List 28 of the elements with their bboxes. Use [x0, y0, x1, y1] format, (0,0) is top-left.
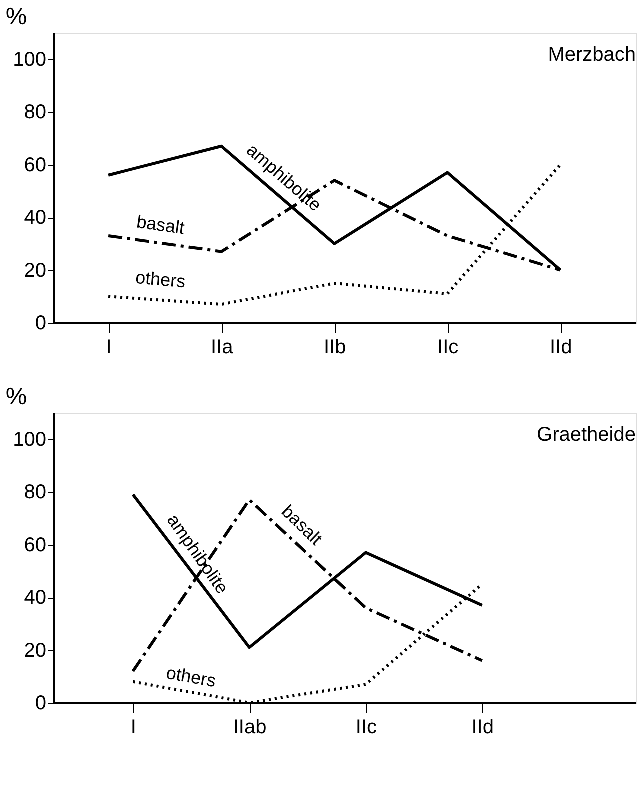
y-tick-label: 20 — [24, 260, 46, 282]
y-axis-title: % — [6, 4, 28, 30]
y-tick-label: 80 — [24, 102, 46, 124]
y-tick-label: 40 — [24, 587, 46, 610]
y-tick-label: 60 — [24, 534, 46, 556]
y-tick-label: 20 — [24, 640, 46, 662]
x-tick-label: IIc — [356, 716, 378, 738]
y-tick-label: 100 — [13, 48, 46, 71]
y-tick-label: 40 — [24, 207, 46, 230]
y-tick-label: 0 — [35, 312, 46, 334]
x-tick-label: IId — [472, 716, 494, 738]
x-tick-label: IId — [550, 336, 572, 358]
x-tick-label: I — [130, 716, 136, 738]
text: basalt — [136, 212, 186, 238]
text: Merzbach — [548, 44, 636, 66]
x-tick-label: I — [106, 336, 112, 358]
text: Graetheide — [537, 424, 636, 446]
x-tick-label: IIb — [324, 336, 346, 358]
x-tick-label: IIc — [438, 336, 459, 358]
y-tick-label: 60 — [24, 154, 46, 176]
series-label: others — [134, 268, 186, 292]
y-tick-label: 100 — [13, 428, 46, 451]
y-axis-title: % — [6, 384, 28, 410]
y-tick-label: 80 — [24, 482, 46, 504]
text: others — [164, 662, 218, 692]
x-tick-label: IIa — [210, 336, 234, 358]
y-tick-label: 0 — [35, 692, 46, 714]
x-tick-label: IIab — [233, 716, 267, 738]
